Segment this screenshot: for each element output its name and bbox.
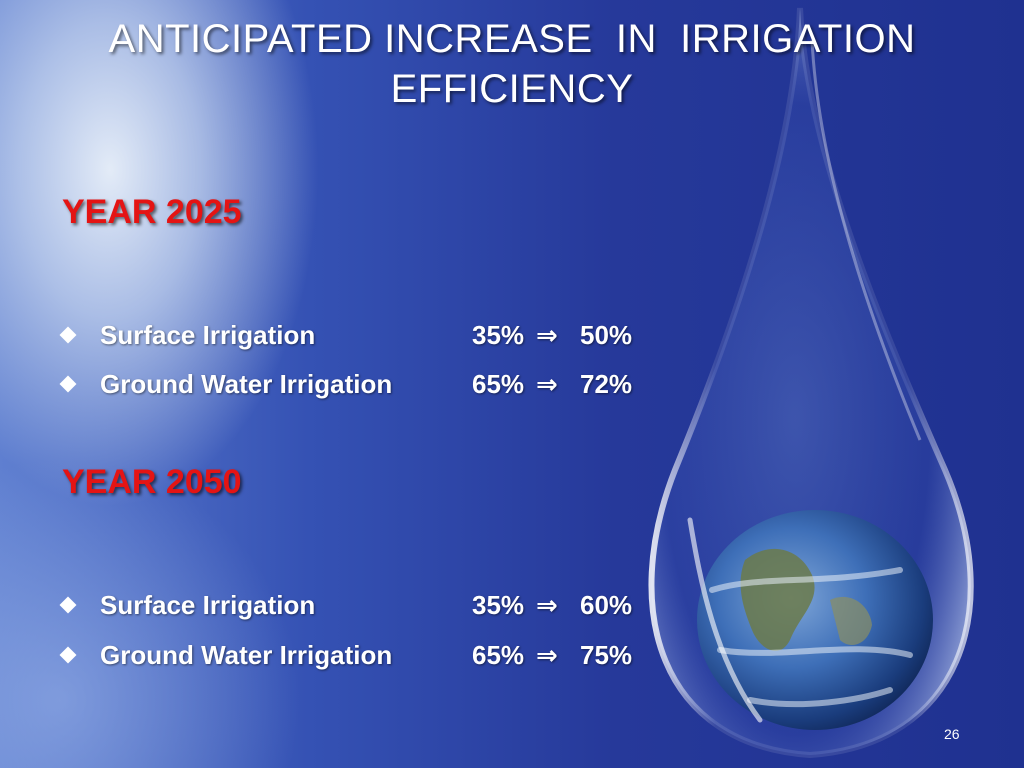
section-heading-2025: YEAR 2025 bbox=[62, 193, 242, 231]
section-heading-2050: YEAR 2050 bbox=[62, 463, 242, 501]
slide-title-line-1: ANTICIPATED INCREASE IN IRRIGATION bbox=[108, 17, 916, 61]
item-label: Surface Irrigation bbox=[100, 320, 316, 350]
implies-arrow-icon: ⇒ bbox=[536, 320, 558, 350]
item-to-value: 72% bbox=[580, 369, 633, 399]
slide-title-line-2: EFFICIENCY bbox=[390, 67, 634, 111]
item-to-value: 50% bbox=[580, 320, 633, 350]
item-label: Ground Water Irrigation bbox=[100, 640, 393, 670]
item-from-value: 35% bbox=[472, 590, 525, 620]
item-from-value: 65% bbox=[472, 640, 525, 670]
item-to-value: 60% bbox=[580, 590, 633, 620]
item-label: Surface Irrigation bbox=[100, 590, 316, 620]
implies-arrow-icon: ⇒ bbox=[536, 590, 558, 620]
page-number: 26 bbox=[944, 726, 960, 742]
item-from-value: 35% bbox=[472, 320, 525, 350]
item-label: Ground Water Irrigation bbox=[100, 369, 393, 399]
implies-arrow-icon: ⇒ bbox=[536, 369, 558, 399]
slide-title: ANTICIPATED INCREASE IN IRRIGATION EFFIC… bbox=[0, 14, 1024, 114]
item-from-value: 65% bbox=[472, 369, 525, 399]
implies-arrow-icon: ⇒ bbox=[536, 640, 558, 670]
item-to-value: 75% bbox=[580, 640, 633, 670]
